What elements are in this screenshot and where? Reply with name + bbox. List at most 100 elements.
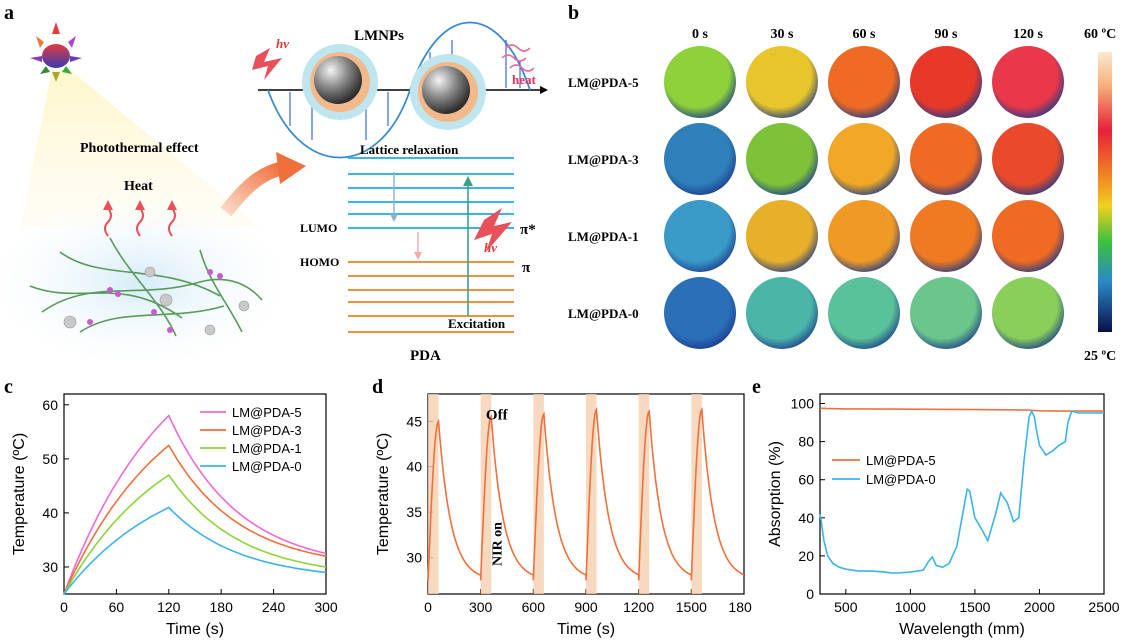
heat-label-top: heat [512,72,537,87]
heat-arrows [104,207,176,237]
panel-a-schematic: Photothermal effect Heat LMNPs hv heat [0,21,548,364]
sample-label: LM@PDA-3 [568,152,639,167]
thermal-image [746,46,818,118]
homo-levels [348,261,514,333]
y-axis-label: Absorption (%) [767,441,784,547]
color-scale-bar [1098,52,1112,332]
chart-d-cycling: 0 300 600 900 1200 1500 1800 30 35 40 45 Time (s) Te… [375,393,752,638]
scale-max-label: 60 ºC [1084,27,1116,42]
y-tick-label: 40 [42,505,58,521]
thermal-image [992,200,1064,272]
thermal-image [828,123,900,195]
y-axis-label: Temperature (ºC) [375,433,392,555]
x-tick-label: 500 [834,599,858,615]
pi-star-label: π* [520,222,536,238]
time-label: 30 s [771,27,795,42]
panel-label-d: d [372,376,384,398]
series-line [819,409,1104,574]
hv-label-bottom: hv [484,240,497,255]
x-tick-label: 1000 [895,599,926,615]
lattice-label: Lattice relaxation [360,142,459,157]
time-label: 60 s [853,27,877,42]
x-tick-label: 300 [469,599,493,615]
series-line [63,414,327,595]
lightning-icon-bottom [474,208,512,252]
y-tick-label: 0 [806,586,814,602]
y-tick-label: 60 [798,472,814,488]
time-label: 120 s [1013,27,1044,42]
legend-label: LM@PDA-3 [232,423,302,438]
off-annotation: Off [486,407,509,423]
scale-min-label: 25 ºC [1084,349,1116,364]
sample-label: LM@PDA-0 [568,306,639,321]
heat-label: Heat [124,179,153,194]
legend-label: LM@PDA-0 [232,459,302,474]
nanoparticle-right [410,54,486,130]
panel-label-e: e [752,376,761,398]
thermal-image [746,200,818,272]
legend-label: LM@PDA-5 [866,453,936,468]
y-tick-label: 30 [406,550,422,566]
y-tick-label: 100 [791,396,815,412]
thermal-image [664,277,736,349]
thermal-image [910,46,982,118]
legend-label: LM@PDA-1 [232,441,302,456]
x-tick-label: 2000 [1024,599,1055,615]
x-tick-label: 300 [314,599,338,615]
fiber-nodes [87,269,223,333]
polymer-fibers [29,237,263,337]
nir-on-band [586,394,597,594]
nir-on-band [691,394,702,594]
x-tick-label: 240 [262,599,286,615]
x-axis-label: Time (s) [166,621,224,638]
x-tick-label: 2500 [1088,599,1119,615]
thermal-image [828,277,900,349]
x-axis-label: Time (s) [557,621,615,638]
lumo-levels [348,157,514,229]
nanoparticle-left [302,44,378,120]
y-tick-label: 60 [42,397,58,413]
transition-arrow [220,161,286,217]
light-beam [20,70,262,228]
y-tick-label: 45 [406,413,422,429]
hv-label-top: hv [276,36,289,51]
y-tick-label: 80 [798,434,814,450]
time-label: 0 s [692,27,709,42]
thermal-image [664,123,736,195]
thermal-image [992,123,1064,195]
heat-wave-icon [501,44,535,72]
lumo-label: LUMO [300,221,337,235]
plot-frame [819,393,1105,595]
y-tick-label: 40 [406,459,422,475]
series-line [819,407,1104,412]
panel-label-b: b [568,2,580,24]
y-tick-label: 35 [406,504,422,520]
pda-label: PDA [410,348,441,364]
thermal-image [746,123,818,195]
x-tick-label: 1500 [959,599,990,615]
plasmon-axis-head [540,86,548,94]
series-line [63,506,327,595]
temperature-line [427,406,745,581]
y-tick-label: 30 [42,559,58,575]
x-tick-label: 120 [157,599,181,615]
lightning-icon-top [252,48,282,80]
decay-arrow-head [414,252,422,260]
time-label: 90 s [935,27,959,42]
thermal-image [910,123,982,195]
thermal-image [910,277,982,349]
nir-on-band [480,394,492,594]
x-tick-label: 900 [574,599,598,615]
lmnps-title: LMNPs [354,28,404,44]
y-tick-label: 40 [798,510,814,526]
thermal-image [828,200,900,272]
panel-b-thermal-images: 0 s 30 s 60 s 90 s 120 s LM@PDA-5 LM@PDA-3 LM@… [568,27,1116,364]
series-line [63,444,327,595]
thermal-image [992,277,1064,349]
chart-e-absorption: 500 1000 1500 2000 2500 0 20 40 60 80 100 Wavelengt… [767,393,1120,638]
panel-label-c: c [4,376,13,398]
series-line [63,474,327,595]
sample-label: LM@PDA-1 [568,229,639,244]
x-tick-label: 60 [109,599,125,615]
panel-label-a: a [4,2,14,24]
